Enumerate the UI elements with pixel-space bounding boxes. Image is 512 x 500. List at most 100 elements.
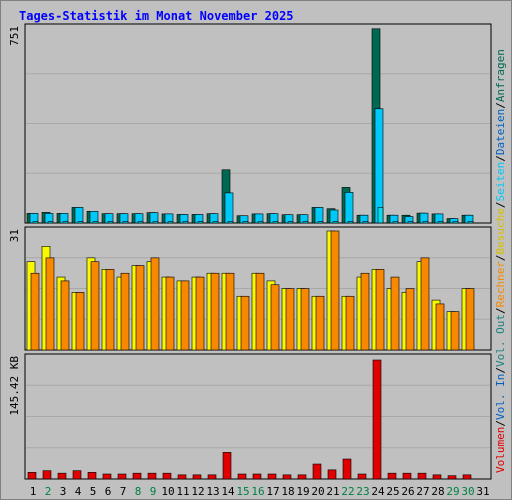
legend-entry: / — [494, 307, 507, 314]
legend-entry: Dateien — [494, 109, 507, 155]
legend-entry: / — [494, 420, 507, 427]
bar-rechner-day-13 — [210, 272, 220, 351]
bar-seiten-day-3 — [62, 221, 69, 224]
bar-seiten-day-11 — [182, 221, 189, 224]
bar-rechner-day-26 — [405, 288, 415, 351]
legend-right: Volumen/Vol. In/Vol. Out/Rechner/Besuche… — [494, 49, 507, 473]
x-tick-label-12: 12 — [191, 485, 204, 498]
bar-volumen-day-29 — [447, 475, 457, 480]
bar-volumen-day-4 — [72, 470, 82, 480]
x-tick-label-4: 4 — [75, 485, 82, 498]
legend-entry: Anfragen — [494, 49, 507, 102]
x-tick-label-31: 31 — [476, 485, 489, 498]
bar-rechner-day-2 — [45, 257, 55, 351]
bar-seiten-day-29 — [452, 221, 459, 224]
x-tick-label-28: 28 — [431, 485, 444, 498]
x-tick-label-21: 21 — [326, 485, 339, 498]
bar-rechner-day-7 — [120, 272, 130, 351]
legend-entry: Vol. Out — [494, 314, 507, 367]
legend-entry: / — [494, 201, 507, 208]
bar-rechner-day-8 — [135, 265, 145, 351]
bar-seiten-day-1 — [32, 221, 39, 224]
bar-seiten-day-19 — [302, 221, 309, 224]
bar-volumen-day-22 — [342, 458, 352, 480]
x-tick-label-30: 30 — [461, 485, 474, 498]
bar-seiten-day-8 — [137, 221, 144, 224]
bar-seiten-day-16 — [257, 221, 264, 224]
x-tick-label-23: 23 — [356, 485, 369, 498]
bar-rechner-day-24 — [375, 269, 385, 351]
bar-volumen-day-24 — [372, 359, 382, 480]
bar-rechner-day-19 — [300, 288, 310, 351]
bar-seiten-day-9 — [152, 221, 159, 224]
bar-seiten-day-5 — [92, 221, 99, 224]
y-max-label: 145.42 KB — [8, 356, 21, 416]
bar-volumen-day-28 — [432, 474, 442, 480]
bar-seiten-day-2 — [47, 221, 54, 224]
bar-seiten-day-13 — [212, 221, 219, 224]
bar-rechner-day-3 — [60, 280, 70, 351]
bar-volumen-day-25 — [387, 472, 397, 480]
bar-seiten-day-24 — [377, 207, 384, 224]
bar-seiten-day-28 — [437, 221, 444, 224]
bar-volumen-day-11 — [177, 474, 187, 480]
bar-volumen-day-19 — [297, 474, 307, 480]
bar-volumen-day-6 — [102, 473, 112, 480]
legend-entry: / — [494, 367, 507, 374]
x-tick-label-20: 20 — [311, 485, 324, 498]
bar-dateien-day-14 — [224, 192, 234, 224]
x-tick-label-16: 16 — [251, 485, 264, 498]
bar-seiten-day-18 — [287, 221, 294, 224]
bar-rechner-day-25 — [390, 276, 400, 351]
bar-dateien-day-22 — [344, 192, 354, 224]
x-tick-label-15: 15 — [236, 485, 249, 498]
bar-rechner-day-30 — [465, 288, 475, 351]
bar-volumen-day-13 — [207, 474, 217, 480]
bar-volumen-day-10 — [162, 472, 172, 480]
x-tick-label-7: 7 — [120, 485, 127, 498]
bar-dateien-day-21 — [329, 209, 339, 224]
bar-rechner-day-9 — [150, 257, 160, 351]
bar-rechner-day-11 — [180, 280, 190, 351]
bar-volumen-day-2 — [42, 470, 52, 480]
bar-seiten-day-26 — [407, 221, 414, 224]
x-tick-label-26: 26 — [401, 485, 414, 498]
bar-volumen-day-16 — [252, 473, 262, 480]
x-tick-label-13: 13 — [206, 485, 219, 498]
x-tick-label-11: 11 — [176, 485, 189, 498]
bar-rechner-day-18 — [285, 288, 295, 351]
bar-dateien-day-4 — [74, 207, 84, 224]
bar-volumen-day-27 — [417, 472, 427, 480]
bar-seiten-day-21 — [332, 221, 339, 224]
bar-rechner-day-1 — [30, 272, 40, 351]
bar-rechner-day-21 — [330, 230, 340, 351]
bar-rechner-day-6 — [105, 269, 115, 351]
x-tick-label-18: 18 — [281, 485, 294, 498]
legend-entry: / — [494, 254, 507, 261]
bar-volumen-day-14 — [222, 452, 232, 480]
bar-seiten-day-4 — [77, 221, 84, 224]
bar-rechner-day-29 — [450, 311, 460, 351]
legend-entry: Volumen — [494, 427, 507, 473]
bar-seiten-day-23 — [362, 221, 369, 224]
bar-volumen-day-26 — [402, 472, 412, 480]
x-tick-label-19: 19 — [296, 485, 309, 498]
x-tick-label-25: 25 — [386, 485, 399, 498]
bar-rechner-day-12 — [195, 276, 205, 351]
legend-entry: Seiten — [494, 162, 507, 202]
legend-entry: Besuche — [494, 208, 507, 254]
x-tick-label-17: 17 — [266, 485, 279, 498]
bar-volumen-day-5 — [87, 472, 97, 480]
x-tick-label-24: 24 — [371, 485, 385, 498]
bar-seiten-day-27 — [422, 221, 429, 224]
bar-seiten-day-17 — [272, 221, 279, 224]
bar-rechner-day-17 — [270, 284, 280, 351]
bar-volumen-day-1 — [27, 472, 37, 480]
bar-dateien-day-5 — [89, 211, 99, 224]
bar-seiten-day-30 — [467, 221, 474, 224]
bar-volumen-day-23 — [357, 473, 367, 480]
x-tick-label-27: 27 — [416, 485, 429, 498]
x-tick-label-2: 2 — [45, 485, 52, 498]
